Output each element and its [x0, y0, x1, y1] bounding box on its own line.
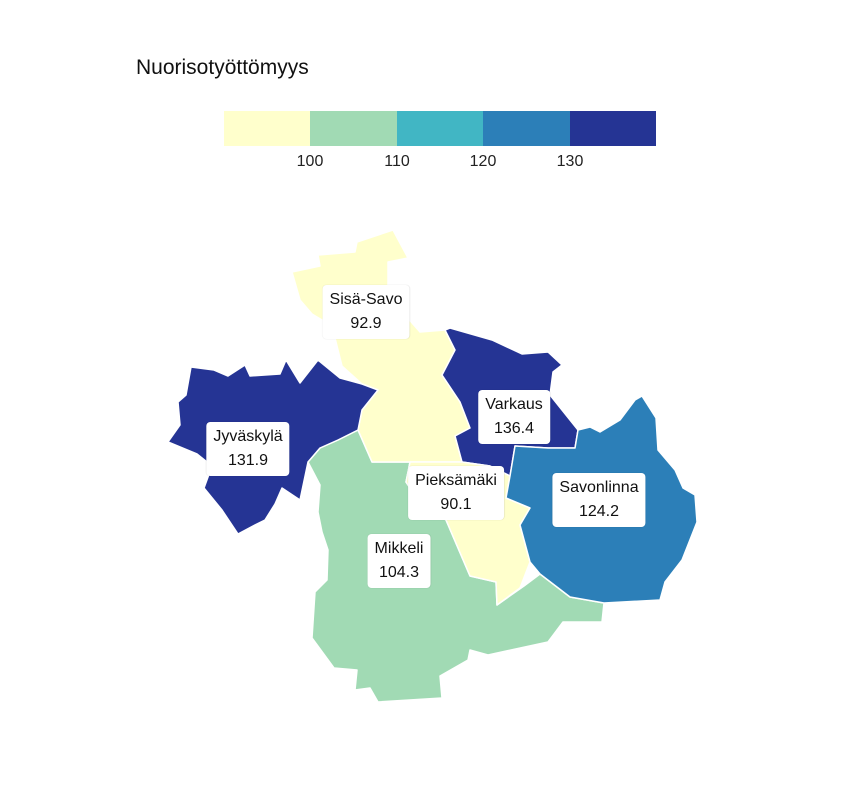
map-title: Nuorisotyöttömyys [136, 56, 309, 79]
region-value: 104.3 [378, 564, 420, 581]
region-label-jyvaskyla: Jyväskylä 131.9 [206, 422, 290, 476]
region-name: Jyväskylä [213, 428, 283, 445]
region-name: Mikkeli [374, 540, 424, 557]
region-name: Sisä-Savo [329, 291, 403, 308]
region-value: 131.9 [227, 452, 269, 469]
region-value: 124.2 [578, 503, 620, 520]
legend-tick-label: 100 [296, 153, 324, 170]
region-name: Pieksämäki [415, 472, 497, 489]
region-label-varkaus: Varkaus 136.4 [478, 390, 550, 444]
legend-tick-label: 120 [469, 153, 497, 170]
region-label-mikkeli: Mikkeli 104.3 [367, 534, 431, 588]
legend-swatch [310, 111, 397, 146]
region-label-savonlinna: Savonlinna 124.2 [552, 473, 646, 527]
region-name: Varkaus [485, 396, 543, 413]
legend-color-bar [224, 111, 657, 146]
legend-tick-label: 110 [384, 153, 410, 170]
legend-swatch [224, 111, 311, 146]
region-label-sisa-savo: Sisä-Savo 92.9 [322, 285, 410, 339]
legend-swatch [396, 111, 484, 146]
region-label-pieksamaki: Pieksämäki 90.1 [408, 466, 504, 520]
region-name: Savonlinna [559, 479, 639, 496]
region-value: 136.4 [493, 420, 535, 437]
legend-tick-label: 130 [556, 153, 584, 170]
color-legend: 100 110 120 130 [224, 111, 657, 181]
legend-swatch [569, 111, 657, 146]
region-value: 90.1 [440, 496, 472, 513]
region-value: 92.9 [350, 315, 382, 332]
legend-swatch [483, 111, 570, 146]
